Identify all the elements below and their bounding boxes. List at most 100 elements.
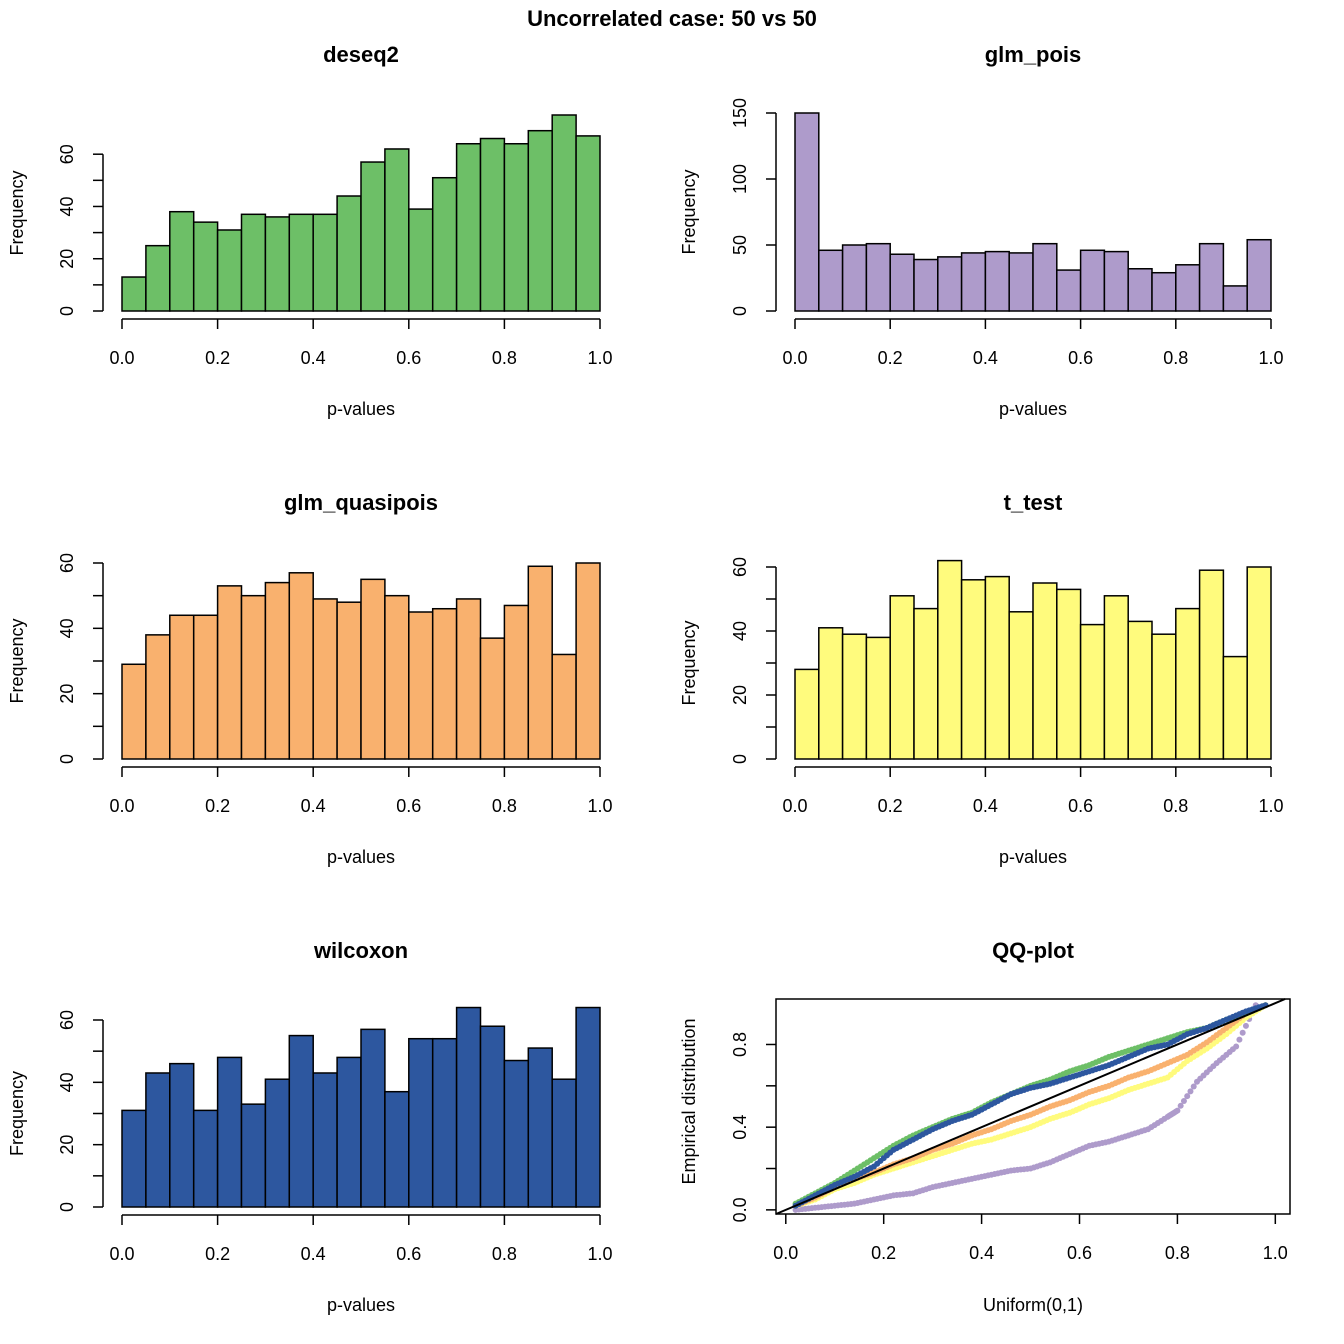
x-tick-label: 0.6: [1067, 1243, 1092, 1263]
y-tick-label: 60: [730, 557, 750, 577]
x-tick-label: 0.2: [205, 1244, 230, 1264]
y-tick-label: 0.4: [730, 1115, 750, 1140]
histogram-bar: [384, 1090, 410, 1208]
histogram-bar: [889, 253, 915, 312]
y-tick-label: 50: [730, 235, 750, 255]
x-tick-label: 0.8: [1163, 796, 1188, 816]
histogram-bar: [1008, 252, 1034, 312]
histogram-bar: [216, 229, 243, 312]
x-tick-label: 1.0: [587, 348, 612, 368]
y-tick-label: 100: [730, 164, 750, 194]
y-axis-label: Frequency: [679, 169, 699, 254]
x-tick-label: 0.8: [1163, 348, 1188, 368]
plot-frame: [775, 998, 1291, 1215]
histogram-bar: [240, 1103, 267, 1208]
histogram-bar: [937, 256, 963, 312]
histogram-bar: [960, 252, 987, 312]
histogram-bar: [551, 1078, 577, 1208]
x-tick-label: 0.8: [492, 1244, 517, 1264]
x-tick-label: 1.0: [1258, 348, 1283, 368]
x-tick-label: 0.0: [773, 1243, 798, 1263]
y-tick-label: 40: [730, 621, 750, 641]
histogram-bar: [1008, 611, 1034, 760]
histogram-bar: [431, 176, 458, 312]
histogram-bar: [288, 213, 314, 312]
x-tick-label: 0.2: [205, 348, 230, 368]
histogram-bar: [384, 594, 410, 760]
y-tick-label: 20: [57, 684, 77, 704]
x-tick-label: 0.0: [782, 796, 807, 816]
histogram-bar: [551, 653, 577, 760]
x-axis-label: p-values: [327, 1295, 395, 1315]
histogram-bar: [1079, 249, 1106, 312]
panel-title: glm_pois: [985, 42, 1082, 67]
histogram-bar: [913, 607, 939, 760]
reference-line: [775, 998, 1286, 1215]
histogram-wilcoxon: wilcoxon 0.0 0.2 0.4 0.6 0.8 1.0 p-values 0 20 40 6…: [7, 938, 613, 1315]
y-tick-label: 0.8: [730, 1032, 750, 1057]
y-axis-label: Empirical distribution: [679, 1018, 699, 1184]
histogram-bar: [216, 585, 243, 760]
x-tick-label: 0.8: [1165, 1243, 1190, 1263]
histogram-bar: [1103, 595, 1129, 760]
histogram-bar: [121, 276, 147, 312]
histogram-bar: [575, 135, 601, 312]
x-tick-label: 0.8: [492, 348, 517, 368]
qq-point: [1233, 1043, 1240, 1050]
histogram-bar: [336, 601, 362, 760]
x-tick-label: 0.6: [396, 348, 421, 368]
histogram-bar: [889, 595, 915, 760]
y-tick-label: 150: [730, 98, 750, 128]
histogram-bar: [1222, 285, 1248, 312]
histogram-bar: [503, 1059, 530, 1208]
histogram-bar: [384, 148, 410, 312]
histogram-bar: [360, 578, 386, 760]
histogram-bar: [264, 581, 291, 760]
y-axis-label: Frequency: [7, 618, 27, 703]
histogram-bar: [240, 213, 267, 312]
histogram-bar: [169, 1062, 195, 1208]
histogram-glm_quasipois: glm_quasipois 0.0 0.2 0.4 0.6 0.8 1.0 p-values 0…: [7, 490, 613, 867]
histogram-bar: [312, 598, 338, 760]
y-tick-label: 60: [57, 553, 77, 573]
histogram-bar: [360, 1028, 386, 1208]
x-axis-label: Uniform(0,1): [983, 1295, 1083, 1315]
y-axis-label: Frequency: [679, 620, 699, 705]
histogram-bar: [1198, 242, 1225, 312]
qq-plot: QQ-plot 0.0 0.2 0.4 0.6 0.8 1.0 Uniform(0,1) 0.0…: [679, 938, 1291, 1315]
histogram-bar: [1032, 242, 1058, 312]
histogram-deseq2: deseq2 0.0 0.2 0.4 0.6 0.8 1.0 p-values 0 20 40 60 F…: [7, 42, 613, 419]
x-tick-label: 1.0: [1263, 1243, 1288, 1263]
qq-point: [1180, 1097, 1187, 1104]
histogram-bar: [145, 244, 171, 312]
x-tick-label: 0.2: [878, 796, 903, 816]
y-axis-label: Frequency: [7, 1071, 27, 1156]
y-tick-label: 40: [57, 1072, 77, 1092]
histogram-bar: [1103, 250, 1129, 312]
histogram-bar: [455, 598, 482, 760]
histogram-bar: [360, 161, 386, 312]
histogram-bar: [794, 112, 820, 312]
histogram-bar: [1056, 588, 1082, 760]
histogram-bar: [192, 614, 219, 760]
histogram-bar: [408, 611, 434, 760]
x-tick-label: 0.4: [301, 1244, 326, 1264]
panels: deseq2 0.0 0.2 0.4 0.6 0.8 1.0 p-values 0 20 40 60 F…: [7, 42, 1291, 1315]
x-tick-label: 0.6: [396, 1244, 421, 1264]
histogram-bar: [527, 1047, 553, 1208]
y-tick-label: 40: [57, 618, 77, 638]
histogram-bar: [192, 221, 219, 312]
histogram-bar: [408, 1037, 434, 1208]
qq-point: [1184, 1093, 1191, 1100]
histogram-bar: [841, 244, 868, 312]
histogram-bar: [1246, 238, 1272, 312]
histogram-bar: [264, 216, 291, 312]
histogram-bar: [431, 1037, 458, 1208]
histogram-bar: [865, 636, 891, 760]
histogram-bar: [455, 1006, 482, 1208]
qq-point: [1236, 1036, 1243, 1043]
y-tick-label: 0: [57, 306, 77, 316]
histogram-bar: [431, 607, 458, 760]
y-tick-label: 60: [57, 144, 77, 164]
x-axis-label: p-values: [327, 847, 395, 867]
